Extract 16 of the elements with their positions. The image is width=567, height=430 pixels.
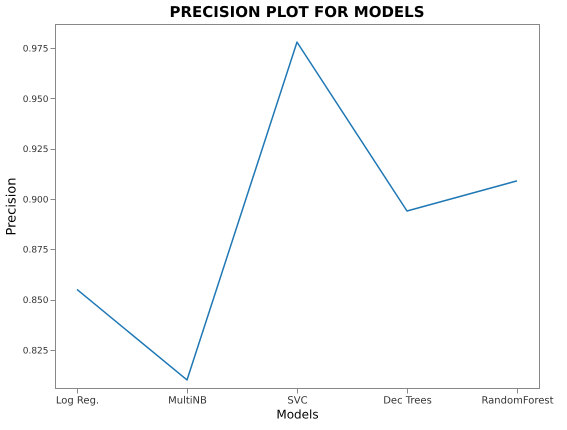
line-series bbox=[76, 41, 518, 381]
y-tick-label: 0.975 bbox=[22, 44, 48, 55]
y-axis-title: Precision bbox=[4, 177, 20, 236]
y-tick-label: 0.900 bbox=[22, 195, 49, 206]
chart-title: PRECISION PLOT FOR MODELS bbox=[169, 3, 425, 21]
x-tick-label: SVC bbox=[287, 396, 308, 406]
x-tick-label: Log Reg. bbox=[56, 396, 100, 406]
x-axis-title: Models bbox=[276, 408, 319, 422]
y-tick-label: 0.875 bbox=[22, 246, 48, 256]
x-tick-label: Dec Trees bbox=[383, 396, 432, 406]
y-tick-label: 0.850 bbox=[22, 296, 49, 306]
y-tick-label: 0.825 bbox=[22, 346, 48, 356]
y-tick-label: 0.925 bbox=[22, 145, 48, 156]
x-tick-label: RandomForest bbox=[481, 396, 554, 406]
x-tick-label: MultiNB bbox=[168, 396, 208, 406]
y-tick-label: 0.950 bbox=[22, 94, 49, 105]
